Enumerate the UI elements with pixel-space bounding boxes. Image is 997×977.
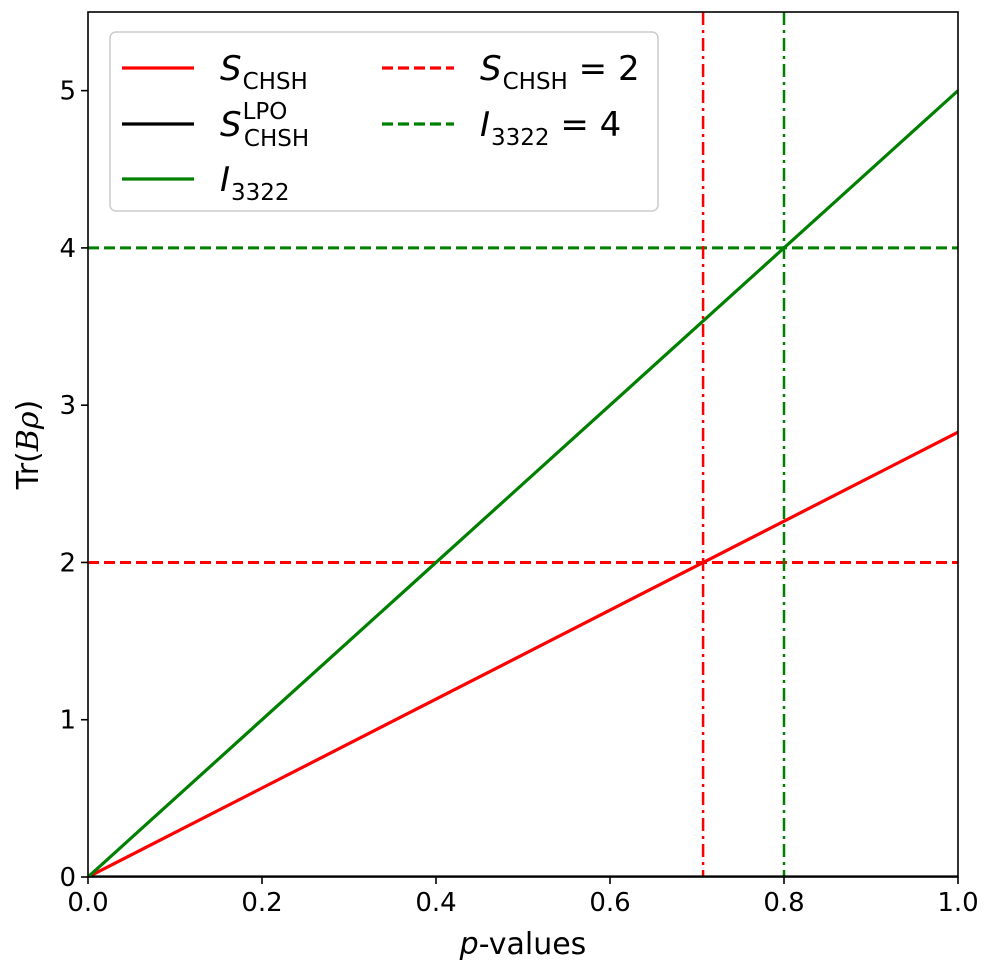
- x-tick-label-3: 0.6: [589, 888, 630, 918]
- y-axis-title: Tr(Bρ): [11, 400, 46, 490]
- legend-entry-1: SLPO CHSH: [122, 99, 309, 152]
- legend-box: [109, 31, 659, 212]
- x-tick-label-2: 0.4: [415, 888, 456, 918]
- y-tick-label-1: 1: [59, 706, 76, 736]
- series-line-2: [88, 89, 958, 877]
- legend-label-4: I3322 = 4: [480, 105, 621, 151]
- x-tick-label-1: 0.2: [241, 888, 282, 918]
- legend-entry-4: I3322 = 4: [382, 105, 621, 151]
- x-axis-title: p-values: [459, 927, 587, 962]
- y-tick-label-3: 3: [59, 391, 76, 421]
- legend-label-2: I3322: [220, 160, 290, 206]
- legend-label-3: SCHSH = 2: [480, 49, 640, 95]
- plot-marks: [88, 12, 958, 877]
- legend-entry-0: SCHSH: [122, 49, 308, 95]
- legend-entry-2: I3322: [122, 160, 290, 206]
- x-tick-label-5: 1.0: [937, 888, 978, 918]
- legend-label-1: SLPO CHSH: [220, 99, 309, 152]
- y-tick-label-0: 0: [59, 863, 76, 893]
- y-tick-label-4: 4: [59, 234, 76, 264]
- x-tick-label-4: 0.8: [763, 888, 804, 918]
- legend-label-0: SCHSH: [220, 49, 308, 95]
- y-tick-label-2: 2: [59, 548, 76, 578]
- y-tick-label-5: 5: [59, 77, 76, 107]
- axes-frame: [87, 11, 959, 878]
- series-line-0: [88, 430, 958, 877]
- legend-entry-3: SCHSH = 2: [382, 49, 640, 95]
- x-tick-label-0: 0.0: [67, 888, 108, 918]
